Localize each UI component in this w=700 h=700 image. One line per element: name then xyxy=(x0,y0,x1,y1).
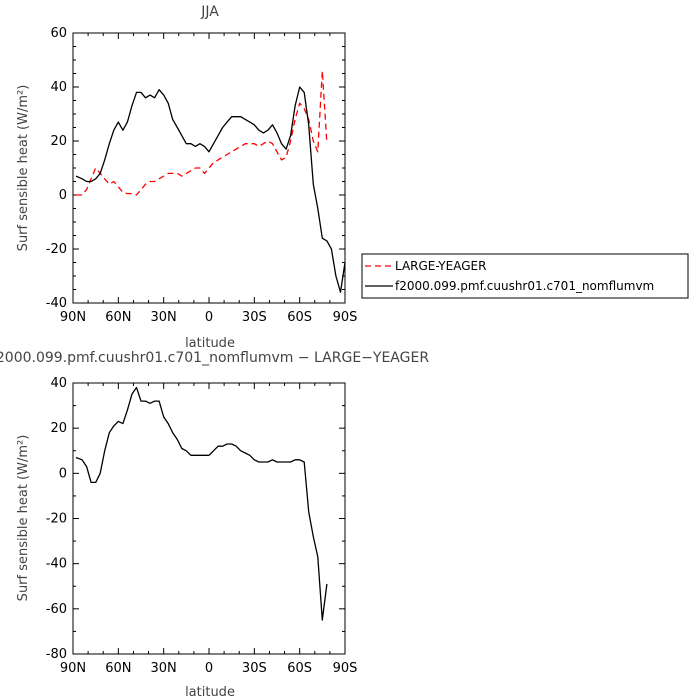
top-series-lines xyxy=(75,70,346,293)
x-tick-label: 90N xyxy=(60,310,86,325)
y-tick-label: -20 xyxy=(46,242,67,257)
x-tick-label: 0 xyxy=(205,661,213,676)
bottom-x-axis-title: latitude xyxy=(185,685,235,700)
top-x-axis-title: latitude xyxy=(185,336,235,351)
y-tick-label: -80 xyxy=(46,647,67,662)
x-tick-label: 60S xyxy=(287,310,312,325)
bottom-plot-frame xyxy=(72,382,346,655)
bottom-ticks: 90N 60N 30N 0 30S 60S 90S -80 -60 -40 -20 0 20 40 xyxy=(46,376,358,676)
y-tick-label: 20 xyxy=(50,134,67,149)
top-y-axis-title: Surf sensible heat (W/m²) xyxy=(16,85,31,252)
bottom-series-lines xyxy=(75,386,328,621)
legend: LARGE-YEAGER f2000.099.pmf.cuushr01.c701… xyxy=(361,253,689,299)
x-tick-label: 30S xyxy=(242,310,267,325)
series-line-0-1 xyxy=(75,86,346,293)
legend-box xyxy=(361,253,689,299)
y-tick-label: 40 xyxy=(50,376,67,391)
x-tick-label: 60N xyxy=(105,661,131,676)
top-chart-title: JJA xyxy=(200,4,219,20)
y-tick-label: -60 xyxy=(46,602,67,617)
top-panel: JJA 90N 60N 30N 0 30S 60S 90S -40 -20 0 20 40 60 lat… xyxy=(16,4,689,351)
series-line-0-0 xyxy=(76,70,328,196)
x-tick-label: 30N xyxy=(151,310,177,325)
bottom-panel: f2000.099.pmf.cuushr01.c701_nomflumvm − … xyxy=(0,350,429,700)
x-tick-label: 60S xyxy=(287,661,312,676)
y-tick-label: -40 xyxy=(46,557,67,572)
x-tick-label: 0 xyxy=(205,310,213,325)
top-plot-frame xyxy=(72,32,346,304)
bottom-y-axis-title: Surf sensible heat (W/m²) xyxy=(16,435,31,602)
y-tick-label: 0 xyxy=(59,466,67,481)
legend-label-large-yeager: LARGE-YEAGER xyxy=(395,259,486,273)
x-tick-label: 90S xyxy=(333,310,358,325)
top-ticks: 90N 60N 30N 0 30S 60S 90S -40 -20 0 20 40 60 xyxy=(46,26,358,325)
y-tick-label: -20 xyxy=(46,512,67,527)
y-tick-label: 20 xyxy=(50,421,67,436)
legend-label-f2000: f2000.099.pmf.cuushr01.c701_nomflumvm xyxy=(395,279,654,293)
x-tick-label: 90S xyxy=(333,661,358,676)
x-tick-label: 60N xyxy=(105,310,131,325)
bottom-chart-title: f2000.099.pmf.cuushr01.c701_nomflumvm − … xyxy=(0,350,429,366)
x-tick-label: 90N xyxy=(60,661,86,676)
x-tick-label: 30S xyxy=(242,661,267,676)
y-tick-label: -40 xyxy=(46,296,67,311)
x-tick-label: 30N xyxy=(151,661,177,676)
y-tick-label: 0 xyxy=(59,188,67,203)
y-tick-label: 60 xyxy=(50,26,67,41)
series-line-1-0 xyxy=(75,386,328,621)
y-tick-label: 40 xyxy=(50,80,67,95)
